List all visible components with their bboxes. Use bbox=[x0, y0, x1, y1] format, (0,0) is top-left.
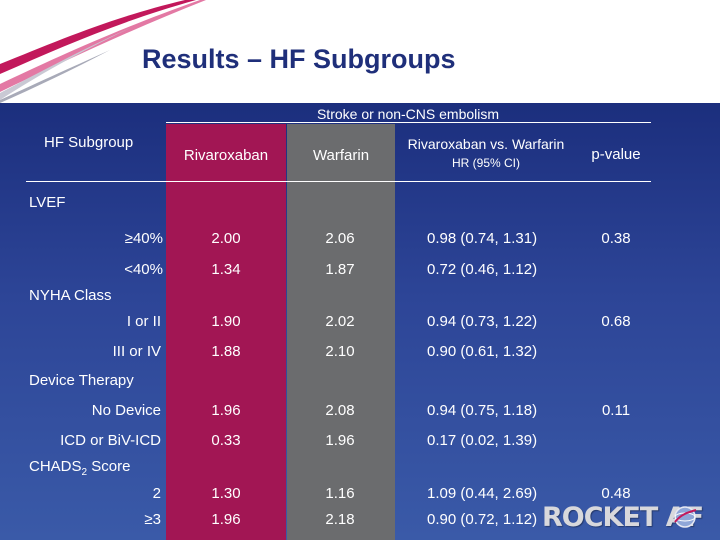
rivaroxaban-value: 1.88 bbox=[211, 343, 241, 360]
chads-subscript: 2 bbox=[81, 467, 88, 478]
rivaroxaban-value: 0.33 bbox=[211, 432, 241, 449]
header-subgroup: HF Subgroup bbox=[44, 134, 134, 151]
p-value: 0.68 bbox=[601, 313, 631, 330]
hr-value: 0.17 (0.02, 1.39) bbox=[427, 432, 538, 449]
warfarin-value: 2.02 bbox=[325, 313, 355, 330]
row-label: No Device bbox=[91, 402, 161, 419]
group-label-nyha: NYHA Class bbox=[29, 287, 112, 304]
row-label: 2 bbox=[152, 485, 161, 502]
group-label-chads2: CHADS2 Score bbox=[29, 458, 130, 478]
header-rule bbox=[26, 181, 651, 182]
header-warfarin: Warfarin bbox=[312, 147, 370, 164]
header-hr-line2: HR (95% CI) bbox=[451, 156, 521, 170]
rivaroxaban-value: 1.90 bbox=[211, 313, 241, 330]
row-label: ICD or BiV-ICD bbox=[60, 432, 161, 449]
chads-suffix: Score bbox=[87, 458, 131, 475]
group-label-lvef: LVEF bbox=[29, 194, 66, 211]
spanner-header: Stroke or non-CNS embolism bbox=[316, 106, 500, 122]
warfarin-value: 1.87 bbox=[325, 261, 355, 278]
page-title: Results – HF Subgroups bbox=[142, 44, 456, 74]
warfarin-value: 1.96 bbox=[325, 432, 355, 449]
hr-value: 0.90 (0.72, 1.12) bbox=[427, 511, 538, 528]
slide-header: Results – HF Subgroups bbox=[0, 0, 720, 103]
header-rivaroxaban: Rivaroxaban bbox=[183, 147, 269, 164]
hr-value: 0.94 (0.75, 1.18) bbox=[427, 402, 538, 419]
warfarin-value: 2.08 bbox=[325, 402, 355, 419]
rivaroxaban-value: 2.00 bbox=[211, 230, 241, 247]
chads-label: CHADS bbox=[29, 458, 82, 475]
hr-value: 0.94 (0.73, 1.22) bbox=[427, 313, 538, 330]
warfarin-value: 2.10 bbox=[325, 343, 355, 360]
warfarin-value: 2.06 bbox=[325, 230, 355, 247]
spanner-rule bbox=[166, 122, 651, 123]
rivaroxaban-value: 1.34 bbox=[211, 261, 241, 278]
hr-value: 0.90 (0.61, 1.32) bbox=[427, 343, 538, 360]
p-value: 0.11 bbox=[601, 402, 631, 419]
row-label: I or II bbox=[126, 313, 161, 330]
group-label-device-therapy: Device Therapy bbox=[29, 372, 134, 389]
header-pvalue: p-value bbox=[591, 146, 641, 163]
rivaroxaban-value: 1.96 bbox=[211, 511, 241, 528]
warfarin-value: 1.16 bbox=[325, 485, 355, 502]
row-label: ≥3 bbox=[144, 511, 161, 528]
row-label: ≥40% bbox=[124, 230, 163, 247]
hr-value: 0.98 (0.74, 1.31) bbox=[427, 230, 538, 247]
top-rule bbox=[26, 101, 651, 102]
hr-value: 0.72 (0.46, 1.12) bbox=[427, 261, 538, 278]
globe-icon bbox=[674, 506, 697, 528]
warfarin-value: 2.18 bbox=[325, 511, 355, 528]
row-label: III or IV bbox=[112, 343, 161, 360]
p-value: 0.48 bbox=[601, 485, 631, 502]
p-value: 0.38 bbox=[601, 230, 631, 247]
header-hr-line1: Rivaroxaban vs. Warfarin bbox=[407, 136, 565, 152]
warfarin-column-band bbox=[287, 124, 395, 540]
hr-value: 1.09 (0.44, 2.69) bbox=[427, 485, 538, 502]
rocket-af-logo: ROCKET AF bbox=[512, 498, 720, 540]
swoosh-decoration bbox=[0, 0, 206, 103]
rivaroxaban-value: 1.30 bbox=[211, 485, 241, 502]
rivaroxaban-column-band bbox=[166, 124, 286, 540]
rivaroxaban-value: 1.96 bbox=[211, 402, 241, 419]
row-label: <40% bbox=[124, 261, 163, 278]
